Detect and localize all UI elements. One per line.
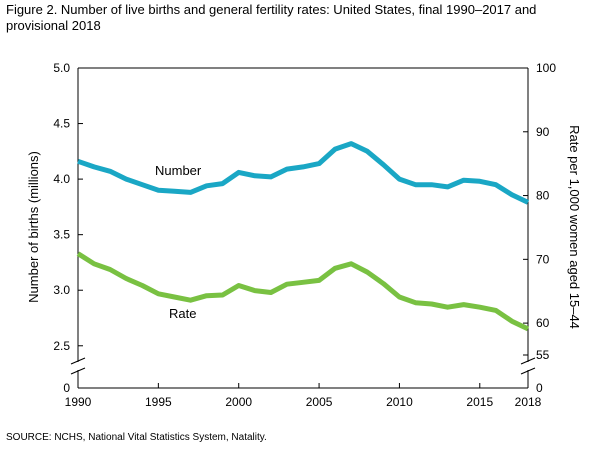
y-right-tick-label: 0: [536, 381, 543, 395]
y-axis-right-label: Rate per 1,000 women aged 15–44: [567, 125, 582, 329]
x-tick-label: 2015: [466, 395, 493, 409]
y-left-tick-label: 0: [63, 381, 70, 395]
y-left-tick-label: 4.0: [53, 172, 70, 186]
axis-break-mark-left: [70, 357, 86, 365]
x-tick-label: 2005: [306, 395, 333, 409]
figure-title-line2: provisional 2018: [6, 18, 101, 33]
series-label-number: Number: [155, 163, 202, 178]
y-left-tick-label: 3.0: [53, 283, 70, 297]
series-label-rate: Rate: [169, 306, 196, 321]
axis-ticks: 1990 1995 2000 2005 2010 2015 201802.53.03.54.…: [53, 61, 556, 409]
x-tick-label: 2010: [386, 395, 413, 409]
y-right-tick-label: 55: [536, 348, 550, 362]
figure-source-note: SOURCE: NCHS, National Vital Statistics …: [6, 432, 267, 443]
x-tick-label: 1990: [65, 395, 92, 409]
y-right-tick-label: 70: [536, 252, 550, 266]
x-tick-label: 1995: [145, 395, 172, 409]
x-tick-label: 2000: [225, 395, 252, 409]
plot-frame: [70, 67, 536, 389]
figure-title: Figure 2. Number of live births and gene…: [6, 2, 606, 34]
y-left-tick-label: 5.0: [53, 61, 70, 75]
y-right-tick-label: 100: [536, 61, 556, 75]
y-right-tick-label: 60: [536, 316, 550, 330]
axis-break-mark-left: [70, 367, 86, 375]
y-left-tick-label: 4.5: [53, 117, 70, 131]
axis-break-mark-right: [520, 367, 536, 375]
series-line-rate: [76, 251, 530, 332]
y-right-tick-label: 90: [536, 125, 550, 139]
y-right-tick-label: 80: [536, 189, 550, 203]
x-tick-label: 2018: [515, 395, 542, 409]
series-line-number: [77, 141, 530, 205]
y-left-tick-label: 3.5: [53, 228, 70, 242]
axis-break-mark-right: [520, 357, 536, 365]
figure-title-line1: Figure 2. Number of live births and gene…: [6, 2, 537, 17]
y-left-tick-label: 2.5: [53, 339, 70, 353]
y-axis-left-label: Number of births (millions): [26, 151, 41, 303]
series-lines: [76, 141, 530, 332]
